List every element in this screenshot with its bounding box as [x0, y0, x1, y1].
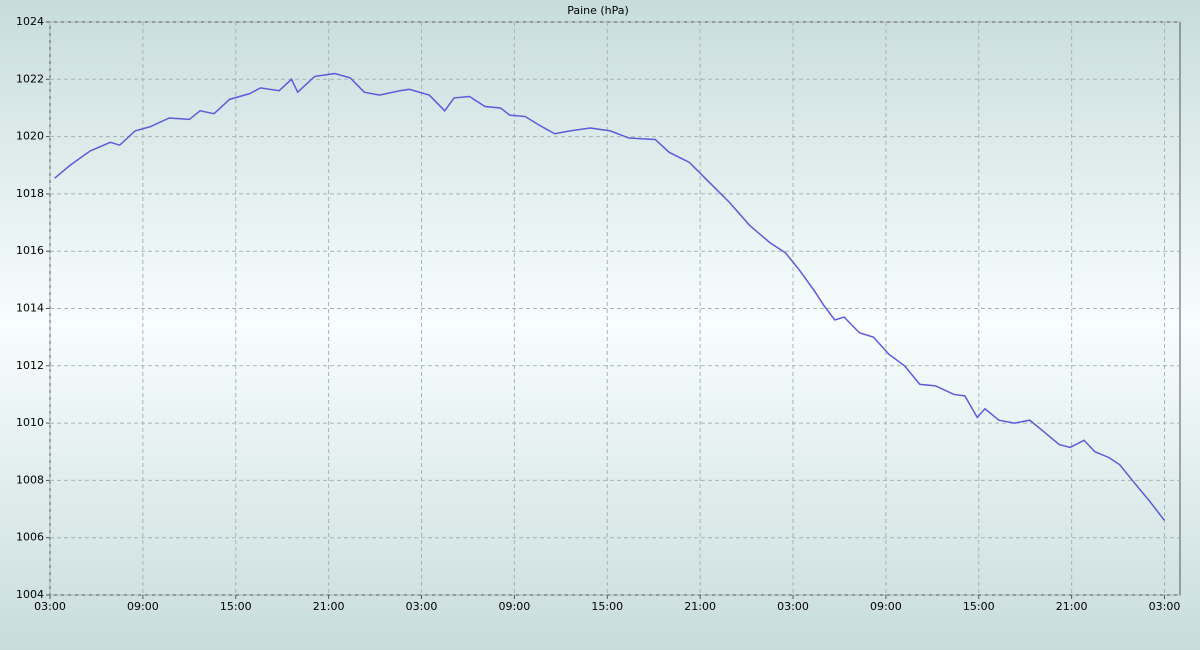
x-tick-label: 21:00 — [313, 600, 345, 613]
x-tick-label: 15:00 — [591, 600, 623, 613]
data-line — [54, 72, 1166, 521]
y-tick-label: 1008 — [16, 473, 44, 486]
y-tick-label: 1018 — [16, 187, 44, 200]
x-tick-label: 03:00 — [406, 600, 438, 613]
x-tick-label: 09:00 — [870, 600, 902, 613]
x-tick-label: 21:00 — [1056, 600, 1088, 613]
y-tick-label: 1014 — [16, 302, 44, 315]
y-tick-label: 1010 — [16, 416, 44, 429]
x-tick-label: 09:00 — [499, 600, 531, 613]
x-tick-label: 09:00 — [127, 600, 159, 613]
x-tick-label: 21:00 — [684, 600, 716, 613]
y-tick-label: 1006 — [16, 531, 44, 544]
y-tick-label: 1020 — [16, 130, 44, 143]
x-tick-label: 15:00 — [220, 600, 252, 613]
y-tick-label: 1004 — [16, 588, 44, 601]
x-tick-label: 15:00 — [963, 600, 995, 613]
x-tick-label: 03:00 — [777, 600, 809, 613]
chart-title: Paine (hPa) — [567, 4, 629, 17]
y-tick-label: 1022 — [16, 72, 44, 85]
y-tick-label: 1024 — [16, 15, 44, 28]
y-tick-label: 1016 — [16, 244, 44, 257]
x-tick-label: 03:00 — [1149, 600, 1181, 613]
x-tick-label: 03:00 — [34, 600, 66, 613]
y-tick-label: 1012 — [16, 359, 44, 372]
